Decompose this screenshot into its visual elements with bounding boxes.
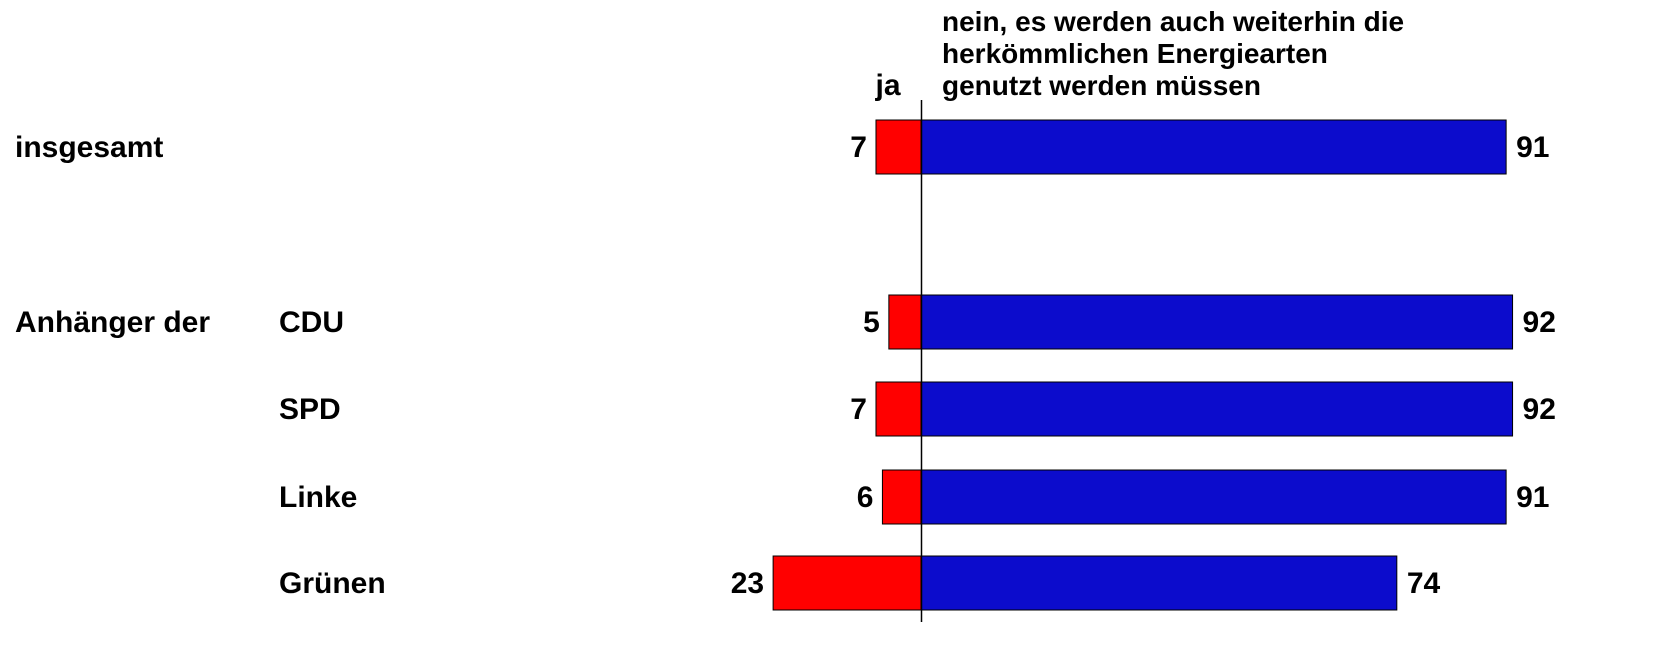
- bar-nein: [920, 555, 1398, 611]
- category-label: CDU: [279, 306, 344, 339]
- value-label: 92: [1523, 393, 1556, 426]
- bar-nein: [920, 469, 1507, 525]
- value-label: 5: [863, 306, 880, 339]
- value-label: 91: [1516, 131, 1549, 164]
- category-label: SPD: [279, 393, 341, 426]
- bar-ja: [888, 294, 922, 350]
- value-label: 91: [1516, 481, 1549, 514]
- bar-nein: [920, 119, 1507, 175]
- value-label: 7: [850, 393, 867, 426]
- value-label: 74: [1407, 567, 1441, 600]
- value-label: 23: [731, 567, 764, 600]
- bar-ja: [875, 381, 922, 437]
- bar-ja: [881, 469, 922, 525]
- bar-nein: [920, 294, 1514, 350]
- legend-ja: ja: [874, 69, 900, 102]
- value-label: 7: [850, 131, 867, 164]
- category-label: Grünen: [279, 567, 386, 600]
- category-label: insgesamt: [15, 131, 163, 164]
- legend-nein: nein, es werden auch weiterhin die herkö…: [942, 6, 1405, 101]
- category-label: Linke: [279, 481, 357, 514]
- group-label: Anhänger der: [15, 306, 210, 339]
- value-label: 92: [1523, 306, 1556, 339]
- bar-nein: [920, 381, 1514, 437]
- value-label: 6: [857, 481, 874, 514]
- bar-ja: [875, 119, 922, 175]
- bar-ja: [772, 555, 922, 611]
